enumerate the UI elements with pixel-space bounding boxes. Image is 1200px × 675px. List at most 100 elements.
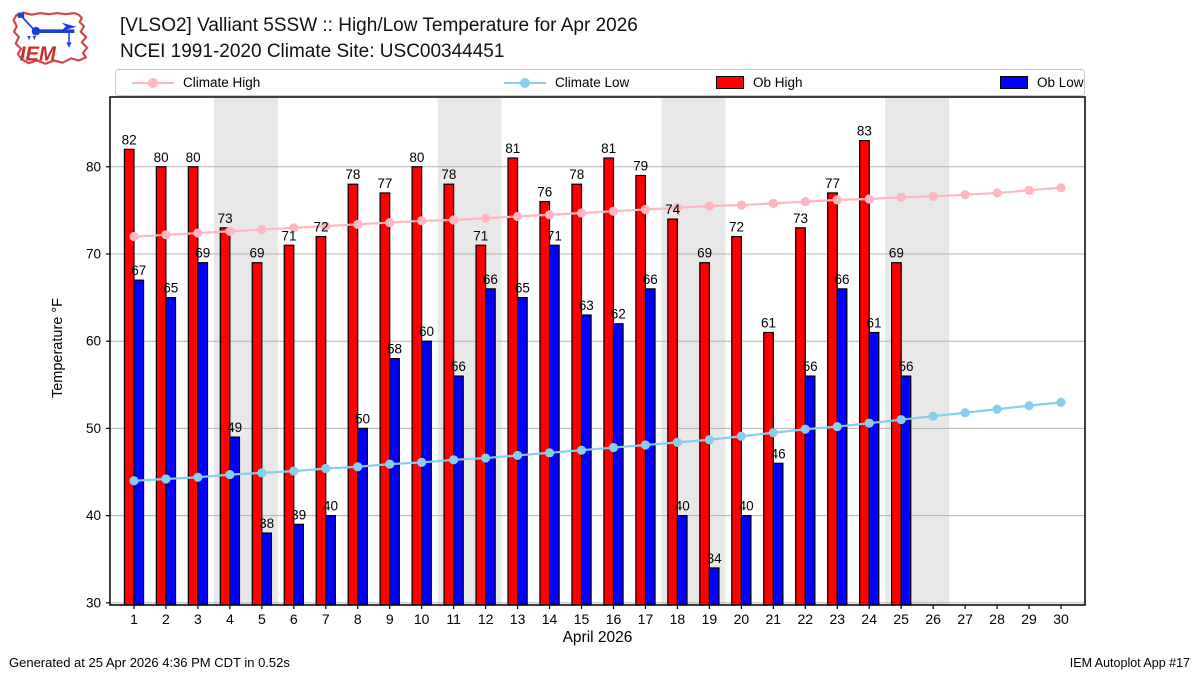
ob-low-bar [357,427,368,606]
ob-high-bar [763,331,774,606]
bar-value-label: 79 [633,158,648,173]
x-tick-label: 4 [226,611,234,627]
ob-high-bar [667,218,679,606]
bar-value-label: 72 [313,220,328,235]
y-tick-label: 50 [86,421,101,436]
bar-value-label: 67 [131,263,146,278]
ob-high-bar [507,157,519,606]
x-tick-label: 26 [925,611,941,627]
bar-value-label: 71 [473,228,488,243]
climate-marker [129,231,139,242]
bar-value-label: 78 [569,167,584,182]
bar-value-label: 82 [122,132,137,147]
ob-high-bar [890,262,902,606]
legend-item-climate-low: Climate Low [504,70,629,95]
ob-high-swatch-icon [716,76,744,89]
climate-marker [864,418,874,428]
ob-low-bar [485,288,496,606]
bar-value-label: 71 [547,228,562,243]
climate-marker [704,201,714,211]
ob-high-bar [315,235,327,606]
bar-value-label: 77 [377,176,392,191]
ob-low-bar [548,244,560,606]
ob-low-bar [868,331,880,606]
ob-low-bar [261,532,273,606]
climate-marker [1056,183,1066,193]
ob-high-bar [859,140,870,606]
bar-value-label: 50 [355,411,370,426]
y-tick-label: 80 [86,159,101,174]
ob-low-bar [676,515,688,606]
x-tick-label: 21 [766,611,782,627]
x-tick-label: 15 [574,611,590,627]
ob-low-bar [325,515,336,606]
y-tick-label: 30 [86,595,101,610]
legend: Climate High Climate Low Ob High Ob Low [115,69,1085,96]
x-axis-label: April 2026 [562,629,633,646]
y-tick-label: 70 [86,246,101,261]
app-credit: IEM Autoplot App #17 [1069,656,1190,670]
bar-value-label: 80 [154,150,169,165]
bar-value-label: 76 [537,185,552,200]
x-tick-label: 13 [510,611,526,627]
climate-marker [928,191,938,202]
bar-value-label: 71 [282,228,297,243]
x-tick-label: 1 [130,611,138,627]
y-tick-label: 60 [86,334,101,349]
bar-value-label: 77 [825,176,840,191]
climate-low-marker-icon [504,77,546,88]
ob-high-bar [827,192,838,606]
climate-marker [992,188,1002,198]
bar-value-label: 56 [803,359,818,374]
ob-low-bar [900,375,912,606]
climate-marker [1056,397,1066,407]
x-tick-label: 14 [542,611,558,627]
climate-marker [353,219,363,229]
bar-value-label: 66 [483,272,498,287]
y-tick-label: 40 [86,508,101,523]
x-tick-label: 9 [386,611,394,627]
bar-value-label: 69 [250,246,265,261]
ob-high-bar [731,235,742,606]
climate-marker [640,440,651,450]
x-tick-label: 22 [797,611,813,627]
bar-value-label: 60 [419,324,434,339]
ob-low-bar [453,375,464,606]
climate-marker [161,230,171,240]
climate-marker [896,192,906,202]
climate-marker [768,428,778,438]
chart-title-block: [VLSO2] Valliant 5SSW :: High/Low Temper… [120,13,638,65]
climate-marker [321,221,331,231]
ob-high-bar [571,183,583,606]
ob-low-bar [836,288,848,606]
ob-low-bar [197,262,209,606]
climate-marker [672,203,683,213]
bar-value-label: 69 [697,246,712,261]
climate-marker [353,462,363,472]
ob-low-swatch-icon [1000,76,1028,89]
ob-low-bar [165,296,177,606]
legend-item-ob-high: Ob High [716,70,803,95]
x-tick-label: 3 [194,611,202,627]
ob-high-bar [443,183,455,606]
ob-low-bar [580,314,592,606]
x-tick-label: 28 [989,611,1005,627]
bar-value-label: 56 [451,359,466,374]
bar-value-label: 40 [675,499,690,514]
chart-title: [VLSO2] Valliant 5SSW :: High/Low Temper… [120,15,638,36]
ob-high-bar [603,157,615,606]
bar-value-label: 72 [729,220,744,235]
climate-marker [672,437,683,447]
ob-low-bar [612,323,624,606]
climate-marker [544,448,555,458]
climate-marker [704,435,714,445]
climate-marker [449,455,459,465]
ob-high-bar [539,201,551,606]
x-tick-label: 17 [638,611,654,627]
bar-value-label: 46 [771,446,786,461]
x-tick-label: 7 [322,611,330,627]
climate-marker [576,208,587,218]
ob-low-bar [133,279,145,606]
